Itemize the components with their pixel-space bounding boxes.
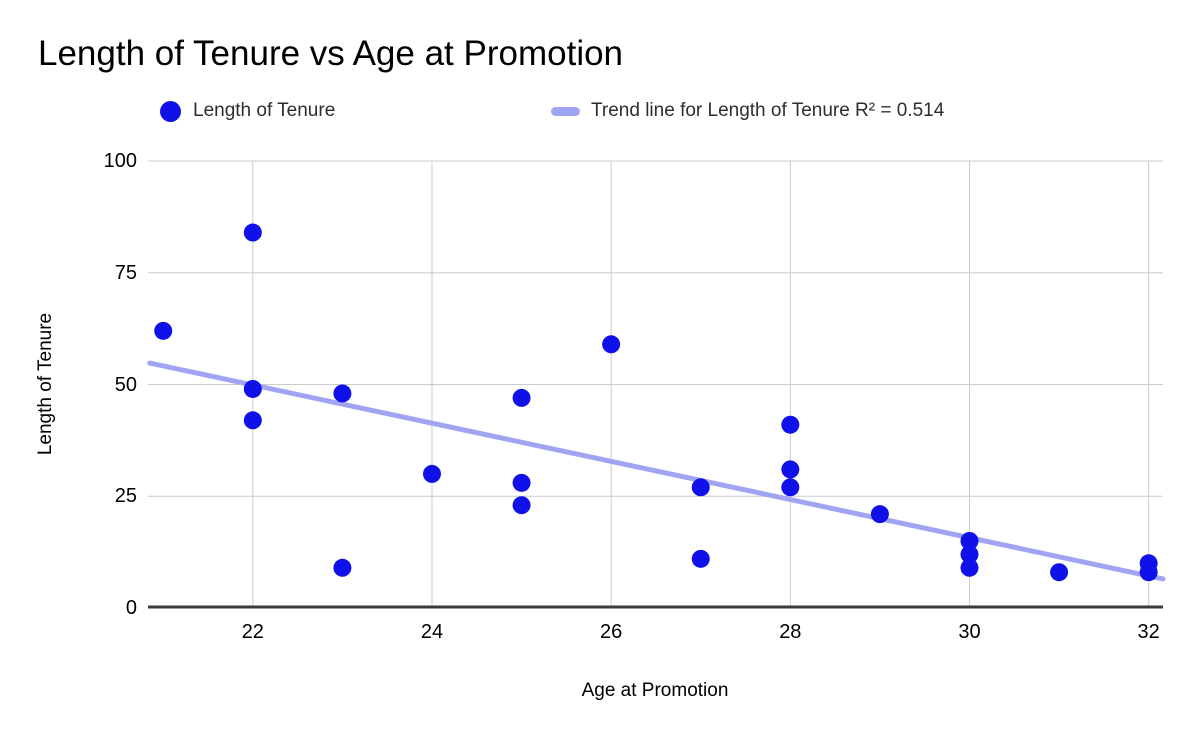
y-tick-label: 75 — [114, 261, 137, 284]
x-tick-label: 28 — [779, 621, 802, 643]
trend-line — [147, 360, 1166, 582]
x-tick-label: 24 — [420, 621, 444, 643]
data-point — [512, 496, 531, 515]
y-axis-title: Length of Tenure — [35, 312, 56, 456]
y-tick-label: 50 — [114, 373, 137, 396]
data-point — [960, 531, 979, 550]
data-point — [602, 335, 621, 354]
data-point — [243, 379, 262, 398]
y-tick-label: 100 — [103, 150, 137, 172]
legend-trendline-label: Trend line for Length of Tenure R² = 0.5… — [591, 100, 945, 121]
x-axis-title: Age at Promotion — [581, 680, 729, 701]
data-point — [1050, 563, 1069, 582]
data-point — [781, 478, 800, 497]
chart-title: Length of Tenure vs Age at Promotion — [38, 34, 624, 73]
x-tick-label: 32 — [1137, 621, 1160, 643]
data-point — [243, 223, 262, 242]
data-point — [243, 411, 262, 430]
legend-item-series: Length of Tenure — [160, 98, 335, 124]
data-point — [781, 460, 800, 479]
point-marker-icon — [160, 100, 181, 122]
data-point — [512, 473, 531, 492]
y-tick-label: 0 — [125, 597, 137, 619]
y-tick-label: 25 — [114, 485, 137, 508]
data-point — [333, 558, 352, 577]
plot-area — [147, 160, 1166, 609]
data-point — [422, 464, 441, 483]
data-point — [781, 415, 800, 434]
trend-line-marker-icon — [551, 106, 580, 116]
data-point — [691, 478, 710, 497]
data-point — [333, 384, 352, 403]
data-point — [870, 505, 889, 524]
data-point — [960, 545, 979, 564]
legend-item-trendline: Trend line for Length of Tenure R² = 0.5… — [551, 98, 944, 124]
x-tick-label: 30 — [958, 621, 981, 643]
data-point — [512, 388, 531, 407]
x-tick-label: 26 — [600, 621, 623, 643]
data-point — [1139, 563, 1158, 582]
data-point — [960, 558, 979, 577]
x-tick-label: 22 — [241, 621, 264, 643]
legend-series-label: Length of Tenure — [193, 100, 336, 121]
data-point — [154, 321, 173, 340]
data-point — [691, 549, 710, 568]
